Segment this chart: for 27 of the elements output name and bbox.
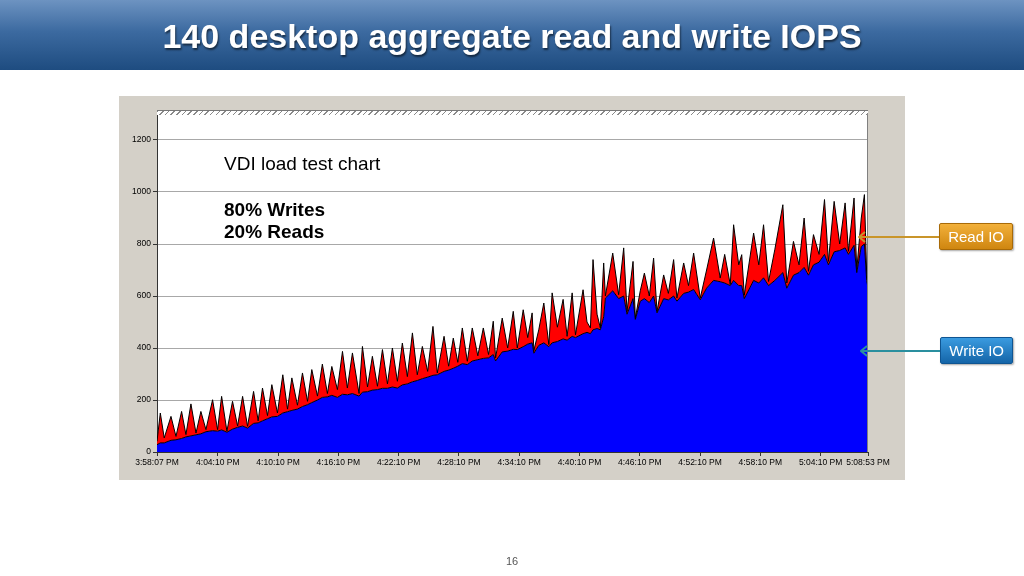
x-tick-label: 4:34:10 PM xyxy=(497,457,541,468)
x-tick-label: 4:40:10 PM xyxy=(557,457,602,468)
x-tick-label: 5:04:10 PM xyxy=(798,457,843,468)
x-tick-label: 3:58:07 PM xyxy=(135,457,179,468)
x-tick-label: 5:08:53 PM xyxy=(846,457,890,468)
x-tick-label: 4:10:10 PM xyxy=(256,457,300,468)
y-tick-label: 200 xyxy=(136,394,152,405)
y-tick-label: 0 xyxy=(146,446,152,457)
y-tick-label: 1000 xyxy=(132,186,152,197)
annotation: 20% Reads xyxy=(224,221,325,242)
text: Read IO xyxy=(939,223,1013,250)
x-tick-label: 4:52:10 PM xyxy=(678,457,722,468)
chart-title: 140 desktop aggregate read and write IOPS xyxy=(161,16,863,56)
annotation: VDI load test chart xyxy=(224,153,381,174)
y-tick-label: 600 xyxy=(136,290,152,301)
annotation: 80% Writes xyxy=(224,199,326,220)
y-tick-label: 1200 xyxy=(132,134,152,145)
text: Write IO xyxy=(940,337,1013,364)
y-tick-label: 400 xyxy=(136,342,152,353)
x-tick-label: 4:04:10 PM xyxy=(196,457,240,468)
x-tick-label: 4:28:10 PM xyxy=(437,457,481,468)
x-tick-label: 4:58:10 PM xyxy=(738,457,783,468)
y-tick-label: 800 xyxy=(136,238,152,249)
x-tick-label: 4:22:10 PM xyxy=(376,457,421,468)
text: 16 xyxy=(506,555,519,567)
x-tick-label: 4:16:10 PM xyxy=(316,457,361,468)
x-tick-label: 4:46:10 PM xyxy=(618,457,662,468)
